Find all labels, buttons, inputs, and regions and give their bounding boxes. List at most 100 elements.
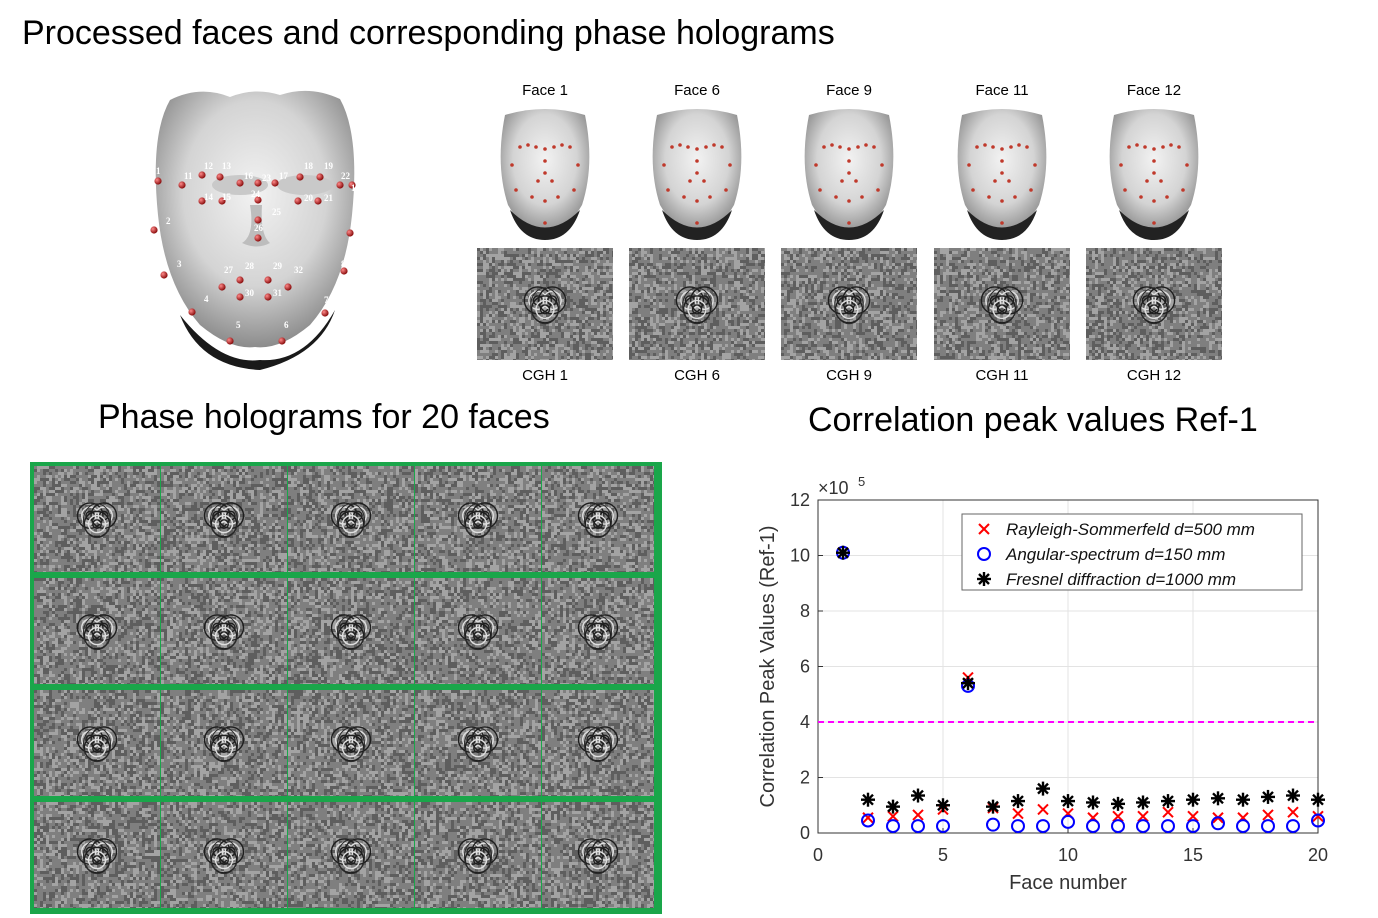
face-thumbnail	[804, 109, 894, 240]
data-point	[1011, 819, 1025, 834]
landmark-dot	[1159, 179, 1163, 183]
data-point	[986, 817, 1000, 832]
landmark-dot	[1000, 171, 1004, 175]
data-point	[1211, 791, 1225, 806]
data-point	[836, 545, 850, 560]
y-tick-label: 2	[800, 768, 810, 788]
landmark-dot	[847, 159, 851, 163]
data-point	[1012, 807, 1024, 820]
x-tick-label: 10	[1058, 845, 1078, 865]
landmark-dot	[967, 163, 971, 167]
data-point	[1287, 806, 1299, 818]
landmark-dot	[838, 145, 842, 149]
data-point	[1137, 810, 1149, 823]
landmark-dot	[1161, 145, 1165, 149]
landmark-label: 6	[284, 320, 289, 330]
landmark-label: 29	[273, 261, 283, 271]
landmark-dot	[543, 147, 547, 151]
data-point	[1111, 819, 1125, 834]
x-axis-label: Face number	[1009, 872, 1127, 894]
data-point	[1261, 789, 1275, 804]
face-thumbnail	[1109, 109, 1199, 240]
landmark-dot	[834, 195, 838, 199]
cgh-thumbnail	[629, 248, 765, 360]
grid-hologram	[542, 802, 654, 908]
data-point	[1311, 792, 1325, 807]
landmark-dot	[678, 143, 682, 147]
landmark-dot	[1185, 163, 1189, 167]
data-point	[936, 819, 950, 834]
landmark-dot	[534, 145, 538, 149]
face-thumbnail	[500, 109, 590, 240]
landmark-dot	[336, 181, 344, 189]
data-point	[1186, 792, 1200, 807]
landmark-dot	[840, 179, 844, 183]
landmark-dot	[724, 188, 728, 192]
landmark-label: 11	[184, 171, 193, 181]
landmark-dot	[814, 163, 818, 167]
landmark-dot	[971, 188, 975, 192]
landmark-dot	[530, 195, 534, 199]
data-point	[1286, 819, 1300, 834]
landmark-dot	[1000, 159, 1004, 163]
data-point	[911, 788, 925, 803]
grid-hologram	[161, 578, 287, 684]
landmark-dot	[556, 195, 560, 199]
face-label: Face 12	[1104, 82, 1204, 99]
grid-hologram	[288, 802, 414, 908]
landmark-dot	[198, 171, 206, 179]
landmark-label: 21	[324, 193, 334, 203]
data-point	[1111, 796, 1125, 811]
landmark-dot	[154, 177, 162, 185]
data-point	[1136, 795, 1150, 810]
landmark-label: 24	[251, 189, 261, 199]
landmark-dot	[568, 145, 572, 149]
landmark-dot	[1013, 195, 1017, 199]
face-label: Face 11	[952, 82, 1052, 99]
landmark-dot	[150, 226, 158, 234]
landmark-dot	[695, 147, 699, 151]
landmark-dot	[254, 234, 262, 242]
landmark-dot	[662, 163, 666, 167]
grid-hologram	[34, 466, 160, 572]
landmark-dot	[236, 179, 244, 187]
legend-entry: Angular-spectrum d=150 mm	[1005, 545, 1225, 564]
x-tick-label: 20	[1308, 845, 1328, 865]
landmark-label: 15	[222, 192, 232, 202]
landmark-dot	[321, 309, 329, 317]
landmark-label: 14	[204, 192, 214, 202]
landmark-label: 22	[341, 171, 351, 181]
x-tick-label: 0	[813, 845, 823, 865]
grid-hologram	[542, 578, 654, 684]
landmark-dot	[560, 143, 564, 147]
legend-entry: Fresnel diffraction d=1000 mm	[1006, 570, 1236, 589]
landmark-dot	[1152, 199, 1156, 203]
landmark-dot	[271, 179, 279, 187]
data-point	[1236, 819, 1250, 834]
landmark-dot	[278, 337, 286, 345]
cgh-label: CGH 12	[1104, 367, 1204, 384]
landmark-dot	[1145, 179, 1149, 183]
landmark-label: 16	[244, 171, 254, 181]
grid-hologram	[415, 690, 541, 796]
landmark-dot	[847, 171, 851, 175]
landmark-dot	[1169, 143, 1173, 147]
landmark-dot	[254, 179, 262, 187]
legend-entry: Rayleigh-Sommerfeld d=500 mm	[1006, 520, 1255, 539]
hologram-grid	[30, 462, 662, 914]
data-point	[1211, 816, 1225, 831]
data-point	[886, 799, 900, 814]
landmark-dot	[695, 159, 699, 163]
face-label: Face 1	[495, 82, 595, 99]
landmark-label: 25	[272, 207, 282, 217]
landmark-dot	[1135, 143, 1139, 147]
y-tick-label: 10	[790, 546, 810, 566]
data-point	[1086, 819, 1100, 834]
figure-title-top: Processed faces and corresponding phase …	[22, 14, 835, 53]
landmark-dot	[188, 308, 196, 316]
data-point	[1311, 813, 1325, 828]
landmark-dot	[198, 197, 206, 205]
landmark-label: 18	[304, 161, 314, 171]
landmark-dot	[686, 145, 690, 149]
landmark-label: 4	[204, 294, 209, 304]
